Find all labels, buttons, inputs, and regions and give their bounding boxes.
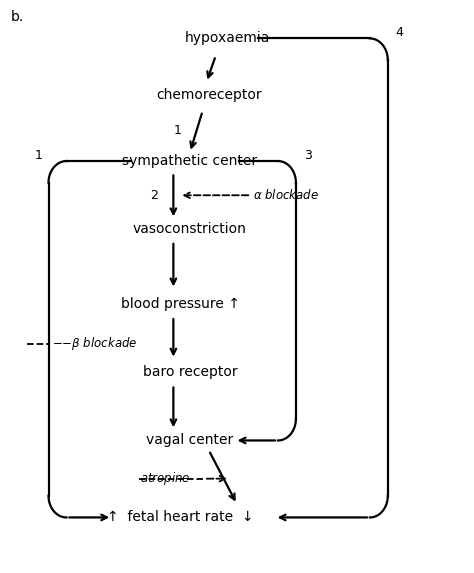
Text: chemoreceptor: chemoreceptor bbox=[156, 88, 262, 103]
Text: $-$$-$$\beta$ $\it{blockade}$: $-$$-$$\beta$ $\it{blockade}$ bbox=[52, 335, 137, 352]
Text: 2: 2 bbox=[151, 189, 158, 202]
Text: baro receptor: baro receptor bbox=[143, 365, 237, 379]
Text: vasoconstriction: vasoconstriction bbox=[133, 222, 247, 237]
Text: blood pressure ↑: blood pressure ↑ bbox=[121, 297, 240, 311]
Text: 1: 1 bbox=[174, 124, 182, 138]
Text: 4: 4 bbox=[396, 26, 403, 40]
Text: 3: 3 bbox=[304, 149, 311, 162]
Text: $\it{atropine}$: $\it{atropine}$ bbox=[140, 470, 191, 487]
Text: hypoxaemia: hypoxaemia bbox=[185, 32, 270, 45]
Text: $\alpha$ $\it{blockade}$: $\alpha$ $\it{blockade}$ bbox=[254, 189, 319, 202]
Text: sympathetic center: sympathetic center bbox=[122, 154, 257, 168]
Text: vagal center: vagal center bbox=[146, 433, 234, 448]
Text: 1: 1 bbox=[35, 149, 43, 162]
Text: b.: b. bbox=[11, 10, 24, 24]
Text: ↑  fetal heart rate  ↓: ↑ fetal heart rate ↓ bbox=[107, 511, 254, 524]
